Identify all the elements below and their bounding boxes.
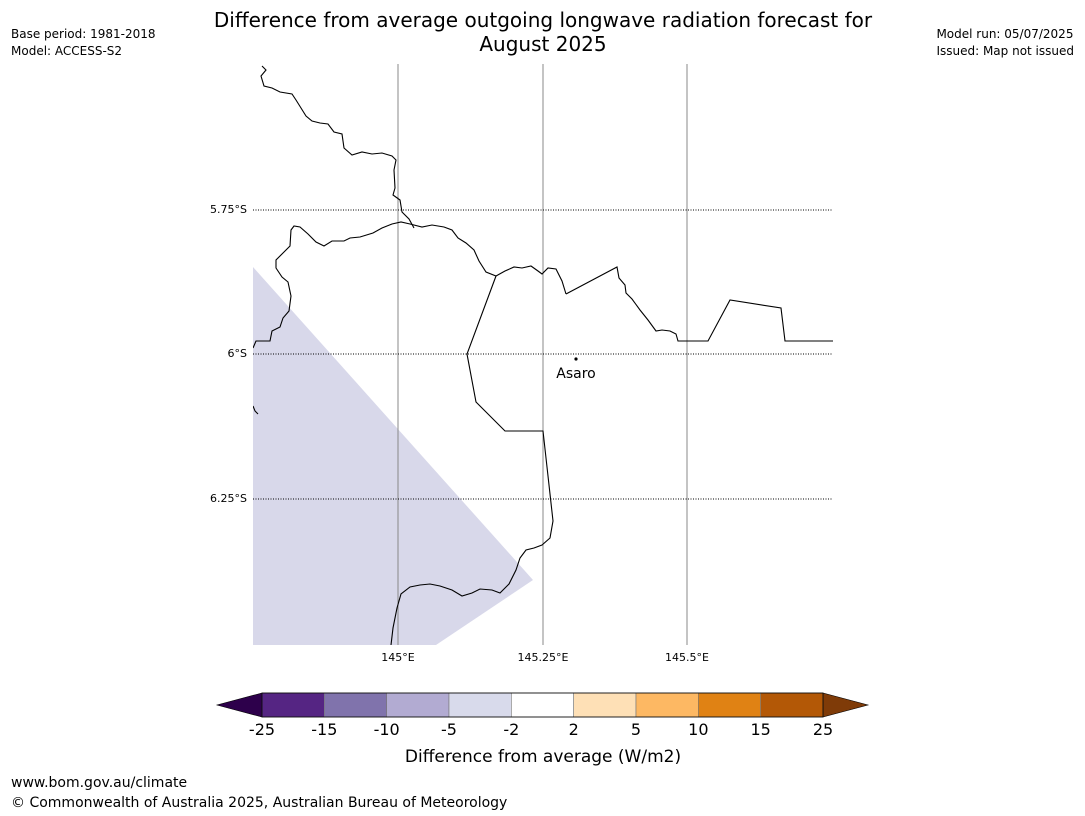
lon-label-145-25e: 145.25°E [518, 651, 569, 664]
colorbar-tick-label: -10 [374, 720, 400, 739]
boundary-west-stub [253, 405, 259, 415]
issued-text: Issued: Map not issued [936, 44, 1074, 58]
lon-label-145e: 145°E [381, 651, 414, 664]
lat-label-6s: 6°S [228, 347, 247, 360]
colorbar-tick-label: 2 [569, 720, 579, 739]
colorbar-tick-label: -15 [311, 720, 337, 739]
colorbar-segment [324, 692, 387, 718]
boundary-north [260, 65, 415, 229]
base-period-text: Base period: 1981-2018 [11, 27, 156, 41]
colorbar-label: Difference from average (W/m2) [405, 747, 681, 767]
footer-copyright: © Commonwealth of Australia 2025, Austra… [11, 795, 508, 811]
map-title-line2: August 2025 [479, 32, 607, 56]
colorbar-tick-label: 15 [750, 720, 770, 739]
lat-label-5-75s: 5.75°S [210, 203, 247, 216]
colorbar-under-arrow [215, 692, 263, 718]
lat-label-6-25s: 6.25°S [210, 492, 247, 505]
colorbar-tick-label: 5 [631, 720, 641, 739]
map-title: Difference from average outgoing longwav… [143, 8, 943, 56]
meta-left: Base period: 1981-2018 Model: ACCESS-S2 [11, 26, 156, 60]
colorbar-segments [215, 692, 870, 718]
anomaly-fill-area [253, 267, 533, 645]
asaro-marker [574, 357, 578, 361]
colorbar-segment [635, 692, 699, 718]
colorbar-segment [261, 692, 325, 718]
model-text: Model: ACCESS-S2 [11, 44, 123, 58]
lon-label-145-5e: 145.5°E [665, 651, 709, 664]
map-title-line1: Difference from average outgoing longwav… [213, 8, 873, 32]
boundary-middle [253, 221, 567, 349]
boundary-east [565, 266, 833, 342]
map-panel: Asaro 5.75°S 6°S 6.25°S 145°E 145.25°E 1… [210, 64, 833, 664]
colorbar-segment [448, 692, 512, 718]
model-run-text: Model run: 05/07/2025 [936, 27, 1074, 41]
colorbar-segment [760, 692, 824, 718]
boundary-central [390, 275, 554, 645]
colorbar-tick-label: -5 [441, 720, 457, 739]
colorbar-over-arrow [822, 692, 870, 718]
colorbar-tick-label: -2 [503, 720, 519, 739]
colorbar-segment [698, 692, 761, 718]
colorbar-segment [573, 692, 637, 718]
colorbar-tick-label: 25 [813, 720, 833, 739]
colorbar-ticks: -25 -15 -10 -5 -2 2 5 10 15 25 [249, 720, 833, 739]
colorbar-segment [511, 692, 574, 718]
colorbar-tick-label: -25 [249, 720, 275, 739]
meta-right: Model run: 05/07/2025 Issued: Map not is… [936, 26, 1074, 60]
footer-url[interactable]: www.bom.gov.au/climate [11, 775, 188, 791]
asaro-label: Asaro [556, 366, 595, 382]
colorbar-tick-label: 10 [688, 720, 708, 739]
colorbar-segment [386, 692, 450, 718]
colorbar-outline [261, 692, 824, 718]
